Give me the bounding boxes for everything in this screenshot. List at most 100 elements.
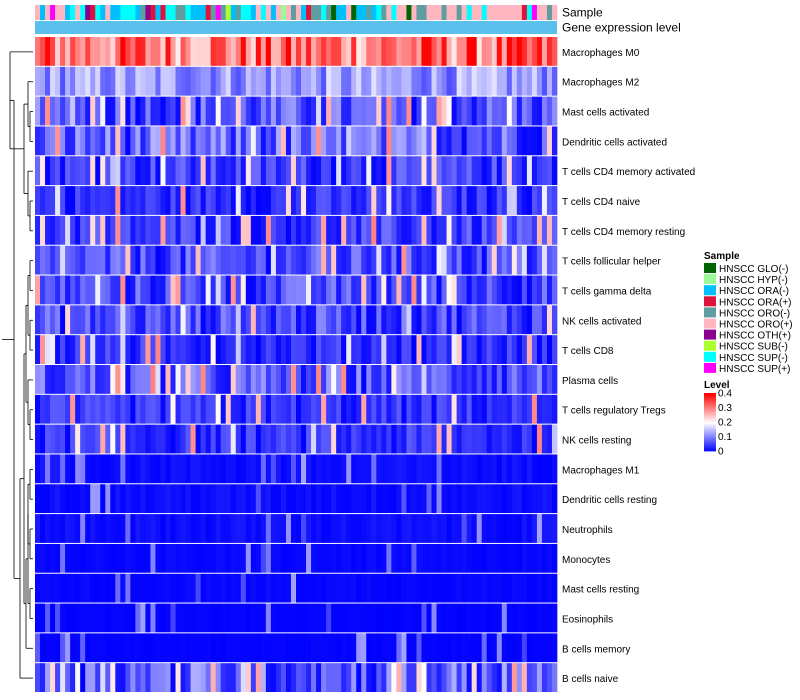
heatmap-cell xyxy=(190,573,196,603)
heatmap-cell xyxy=(180,514,186,543)
heatmap-cell xyxy=(250,484,257,514)
heatmap-cell xyxy=(185,335,191,364)
heatmap-cell xyxy=(120,245,126,275)
heatmap-cell xyxy=(115,245,121,275)
heatmap-cell xyxy=(60,603,66,633)
heatmap-cell xyxy=(421,424,427,454)
heatmap-cell xyxy=(366,365,372,394)
heatmap-cell xyxy=(471,215,478,245)
heatmap-cell xyxy=(321,454,327,484)
heatmap-cell xyxy=(331,156,337,186)
heatmap-cell xyxy=(140,663,146,692)
sample-legend-swatch xyxy=(704,318,716,329)
heatmap-cell xyxy=(290,96,297,126)
heatmap-cell xyxy=(401,484,407,514)
heatmap-cell xyxy=(486,603,493,633)
heatmap-cell xyxy=(250,573,257,603)
heatmap-cell xyxy=(125,454,131,484)
heatmap-cell xyxy=(130,454,136,484)
heatmap-cell xyxy=(491,186,498,215)
heatmap-cell xyxy=(235,37,242,66)
heatmap-cell xyxy=(170,514,176,543)
heatmap-cell xyxy=(481,633,488,663)
heatmap-cell xyxy=(115,663,121,692)
heatmap-cell xyxy=(290,215,297,245)
heatmap-cell xyxy=(180,305,186,335)
heatmap-cell xyxy=(100,573,106,603)
heatmap-cell xyxy=(75,603,81,633)
row-label: T cells CD4 naive xyxy=(562,197,641,208)
heatmap-cell xyxy=(150,156,156,186)
heatmap-cell xyxy=(150,215,156,245)
heatmap-cell xyxy=(250,514,257,543)
heatmap-cell xyxy=(145,126,151,156)
heatmap-cell xyxy=(516,96,523,126)
sample-annotation-cell xyxy=(140,5,146,20)
heatmap-cell xyxy=(285,663,292,692)
heatmap-cell xyxy=(301,215,307,245)
heatmap-cell xyxy=(551,365,558,394)
heatmap-cell xyxy=(486,514,493,543)
heatmap-cell xyxy=(275,454,282,484)
heatmap-cell xyxy=(426,37,432,66)
heatmap-cell xyxy=(321,365,327,394)
heatmap-cell xyxy=(165,245,171,275)
heatmap-cell xyxy=(215,514,222,543)
heatmap-cell xyxy=(95,514,101,543)
heatmap-cell xyxy=(526,37,533,66)
heatmap-cell xyxy=(255,603,262,633)
heatmap-cell xyxy=(346,543,352,573)
heatmap-cell xyxy=(526,603,533,633)
heatmap-cell xyxy=(366,514,372,543)
heatmap-cell xyxy=(135,275,141,305)
heatmap-cell xyxy=(526,454,533,484)
heatmap-cell xyxy=(285,37,292,66)
heatmap-cell xyxy=(306,215,312,245)
heatmap-cell xyxy=(536,245,543,275)
heatmap-cell xyxy=(185,394,191,424)
heatmap-cell xyxy=(180,186,186,215)
heatmap-cell xyxy=(230,365,237,394)
heatmap-cell xyxy=(546,633,553,663)
heatmap-cell xyxy=(235,245,242,275)
heatmap-cell xyxy=(270,186,277,215)
heatmap-cell xyxy=(341,543,347,573)
heatmap-cell xyxy=(321,37,327,66)
heatmap-cell xyxy=(366,573,372,603)
heatmap-cell xyxy=(391,186,397,215)
heatmap-cell xyxy=(100,37,106,66)
heatmap-cell xyxy=(446,335,452,364)
heatmap-cell xyxy=(516,543,523,573)
heatmap-cell xyxy=(45,335,51,364)
heatmap-cell xyxy=(65,275,71,305)
sample-annotation-cell xyxy=(45,5,51,20)
heatmap-cell xyxy=(100,484,106,514)
heatmap-cell xyxy=(105,543,111,573)
row-label: T cells CD4 memory activated xyxy=(562,167,695,178)
heatmap-cell xyxy=(351,394,357,424)
heatmap-cell xyxy=(155,454,161,484)
heatmap-cell xyxy=(230,156,237,186)
heatmap-cell xyxy=(180,335,186,364)
row-label: T cells follicular helper xyxy=(562,257,661,268)
heatmap-cell xyxy=(150,454,156,484)
heatmap-cell xyxy=(316,454,322,484)
heatmap-cell xyxy=(551,305,558,335)
heatmap-cell xyxy=(471,484,478,514)
heatmap-cell xyxy=(60,633,66,663)
heatmap-cell xyxy=(45,215,51,245)
heatmap-cell xyxy=(376,603,382,633)
heatmap-cell xyxy=(145,484,151,514)
heatmap-cell xyxy=(55,633,61,663)
heatmap-cell xyxy=(145,603,151,633)
heatmap-cell xyxy=(466,394,473,424)
heatmap-cell xyxy=(541,543,548,573)
heatmap-cell xyxy=(255,66,262,96)
heatmap-cell xyxy=(170,394,176,424)
colorbar-segment xyxy=(704,407,716,410)
heatmap-cell xyxy=(531,603,538,633)
heatmap-cell xyxy=(105,186,111,215)
heatmap-cell xyxy=(411,663,417,692)
heatmap-cell xyxy=(285,573,292,603)
heatmap-cell xyxy=(65,126,71,156)
